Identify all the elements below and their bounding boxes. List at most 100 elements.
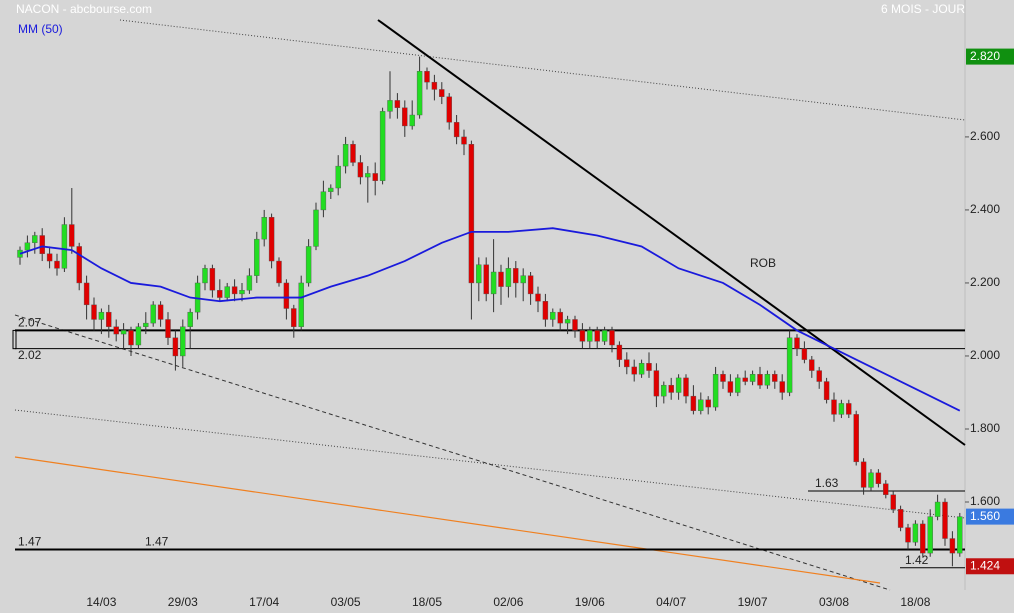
candle-body (291, 308, 297, 327)
y-tick-label: 2.400 (970, 202, 1000, 216)
candle-body (535, 293, 541, 302)
candle-body (461, 136, 467, 145)
candle-body (135, 326, 142, 346)
candle-body (32, 235, 38, 243)
x-tick-label: 19/06 (575, 595, 605, 609)
candle-body (150, 304, 156, 324)
candle-body (631, 366, 637, 375)
y-tick-label: 1.800 (970, 421, 1000, 435)
candle-body (609, 330, 615, 346)
candle-body (542, 301, 549, 320)
price-label: 2.820 (970, 49, 1000, 63)
candle-body (831, 399, 837, 415)
candle-body (106, 311, 112, 327)
candle-body (823, 381, 830, 400)
candle-body (550, 311, 556, 320)
price-label: 1.424 (970, 558, 1000, 572)
x-tick-label: 18/05 (412, 595, 442, 609)
candle-body (24, 242, 31, 251)
candle-body (683, 377, 689, 397)
candle-body (335, 165, 341, 189)
candle-body (587, 330, 593, 342)
y-tick-label: 2.600 (970, 129, 1000, 143)
candle-body (786, 337, 793, 393)
candle-body (409, 114, 415, 127)
trendline (377, 19, 966, 446)
candle-body (91, 304, 97, 320)
candle-body (705, 399, 711, 408)
x-tick-label: 02/06 (493, 595, 523, 609)
candle-body (54, 260, 60, 269)
candle-body (949, 538, 956, 554)
candle-body (513, 268, 519, 284)
candle-body (180, 326, 186, 357)
candle-body (875, 472, 882, 484)
candle-body (720, 374, 726, 382)
candle-body (853, 414, 859, 463)
candle-body (387, 100, 393, 112)
candle-body (490, 271, 497, 295)
candle-body (646, 363, 652, 371)
candle-body (120, 330, 127, 335)
candle-body (239, 290, 245, 295)
candle-body (69, 224, 75, 247)
candle-body (187, 311, 193, 327)
candle-body (698, 399, 704, 411)
y-tick-label: 2.200 (970, 275, 1000, 289)
candle-body (601, 330, 608, 342)
x-tick-label: 17/04 (249, 595, 279, 609)
candle-body (735, 377, 741, 393)
candle-body (557, 311, 563, 324)
candle-body (328, 187, 334, 192)
chart-title: NACON - abcbourse.com (16, 2, 152, 16)
trendline (14, 456, 881, 584)
candle-body (616, 344, 623, 360)
candle-body (202, 268, 208, 284)
candle-body (246, 275, 253, 291)
level-label: 1.42 (905, 553, 929, 567)
candle-body (653, 370, 660, 397)
candle-body (268, 217, 275, 262)
candle-body (350, 144, 356, 163)
candle-body (890, 494, 896, 510)
level-label: 1.47 (18, 535, 42, 549)
candle-body (76, 246, 82, 284)
candle-body (357, 162, 364, 178)
candle-body (572, 319, 578, 331)
candle-body (261, 217, 267, 240)
annotation: ROB (750, 256, 776, 270)
candle-body (209, 268, 216, 291)
candle-body (527, 275, 534, 295)
candle-body (957, 516, 963, 554)
trendline (119, 19, 966, 121)
candle-body (446, 96, 452, 123)
candle-body (313, 209, 319, 247)
trendline (14, 409, 966, 519)
candle-body (157, 304, 164, 320)
level-box (12, 329, 17, 350)
candle-body (897, 509, 904, 528)
candle-body (113, 326, 119, 335)
candle-body (379, 111, 386, 181)
ma-line (19, 227, 961, 412)
candle-body (727, 381, 734, 393)
y-tick-label: 1.600 (970, 494, 1000, 508)
candle-body (779, 381, 785, 393)
candle-body (675, 377, 682, 393)
candle-body (498, 271, 504, 287)
candle-body (276, 260, 282, 284)
candle-body (838, 403, 845, 415)
candle-body (749, 374, 756, 382)
x-tick-label: 03/05 (331, 595, 361, 609)
candle-body (98, 311, 105, 320)
candle-body (579, 330, 586, 342)
candle-body (453, 122, 460, 138)
candle-body (912, 523, 919, 543)
candle-body (764, 374, 771, 386)
x-tick-label: 29/03 (168, 595, 198, 609)
candle-body (320, 191, 327, 211)
candle-body (594, 330, 600, 342)
candle-body (868, 472, 874, 488)
candle-body (905, 527, 911, 543)
candle-body (394, 100, 401, 108)
